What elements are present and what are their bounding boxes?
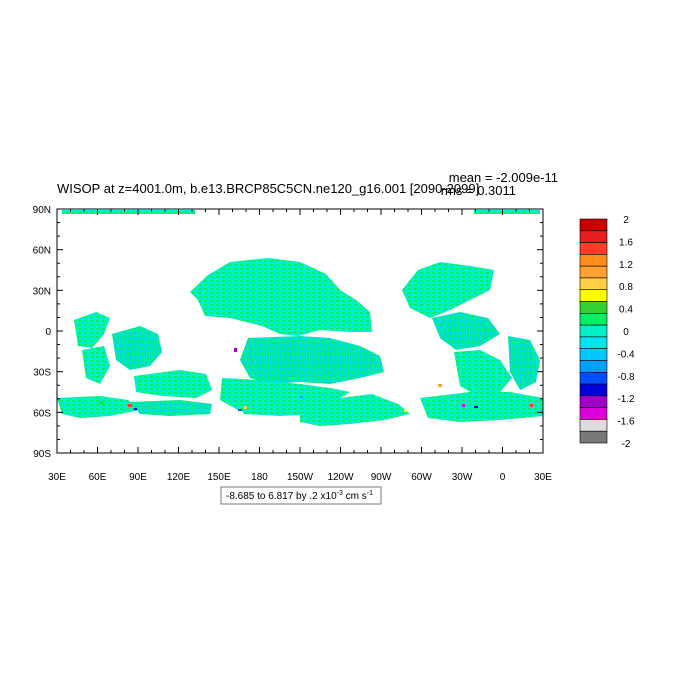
field-region-southern-ocean-mid [130, 400, 212, 416]
field-region-arctic-west [62, 210, 195, 214]
lat-label: 30S [33, 368, 51, 379]
field-region-north-pacific [190, 258, 372, 336]
lon-label: 120W [327, 472, 354, 483]
field-region-central-pacific [240, 336, 384, 384]
lat-label: 60S [33, 408, 51, 419]
colorbar-swatch [579, 371, 608, 385]
lon-label: 60E [89, 472, 107, 483]
colorbar-label: 0.4 [619, 305, 633, 316]
lon-tick-labels: 30E 60E 90E 120E 150E 180 150W 120W 90W 60W 30W 0 30… [48, 472, 552, 483]
lon-label: 60W [411, 472, 432, 483]
lon-label: 120E [167, 472, 191, 483]
info-unit: cm s [343, 491, 367, 502]
lat-label: 60N [33, 246, 51, 257]
field-region-indian-ocean [112, 326, 162, 370]
colorbar-swatch [579, 218, 608, 232]
lon-label: 30E [534, 472, 552, 483]
info-prefix: -8.685 to 6.817 by .2 x10 [226, 491, 337, 502]
lon-label: 90E [129, 472, 147, 483]
colorbar-labels: 2 1.6 1.2 0.8 0.4 0 -0.4 -0.8 -1.2 -1.6 -2 [617, 215, 635, 450]
colorbar-label: 0 [623, 327, 629, 338]
svg-text:-8.685 to 6.817 by .2 x10-3 cm: -8.685 to 6.817 by .2 x10-3 cm s-1 [226, 490, 373, 502]
colorbar-swatch [579, 324, 608, 338]
field-region-tropical-atlantic [432, 312, 500, 350]
lon-label: 90W [371, 472, 392, 483]
colorbar-swatch [579, 419, 608, 432]
colorbar-swatch [579, 313, 608, 326]
lon-label: 150W [287, 472, 314, 483]
colorbar-label: -0.4 [617, 349, 635, 360]
lon-label: 30W [452, 472, 473, 483]
colorbar-label: 1.6 [619, 237, 633, 248]
lon-label: 180 [251, 472, 268, 483]
colorbar-swatch [579, 395, 608, 408]
lon-label: 30E [48, 472, 66, 483]
colorbar-swatch [579, 348, 608, 361]
colorbar-label: 1.2 [619, 260, 633, 271]
lon-label: 150E [207, 472, 231, 483]
lat-tick-labels: 90N 60N 30N 0 30S 60S 90S [33, 205, 52, 460]
rms-label: rms = 0.3011 [441, 183, 516, 198]
colorbar [579, 218, 608, 444]
colorbar-swatch [579, 265, 608, 279]
field-region-southern-ocean-atlantic [420, 392, 543, 422]
info-unit-exp: -1 [367, 490, 373, 497]
lat-label: 90N [33, 205, 51, 216]
field-region-arctic-east [474, 210, 540, 214]
colorbar-swatch [579, 430, 608, 444]
colorbar-swatch [579, 289, 608, 302]
colorbar-label: 2 [623, 215, 629, 226]
field-extremes [100, 348, 533, 412]
field-region-southern-ocean-west [57, 396, 140, 418]
plot-title: WISOP at z=4001.0m, b.e13.BRCP85C5CN.ne1… [57, 181, 479, 196]
colorbar-swatch [579, 254, 608, 267]
colorbar-label: -1.6 [617, 417, 635, 428]
field-region-north-atlantic [402, 262, 494, 318]
colorbar-swatch [579, 301, 608, 314]
colorbar-label: -0.8 [617, 372, 635, 383]
info-exponent: -3 [337, 490, 343, 497]
field-region-west-indian [82, 346, 110, 384]
lat-label: 0 [45, 327, 51, 338]
map-ticks [56, 208, 544, 454]
colorbar-swatch [579, 277, 608, 291]
field-region-south-atlantic [454, 350, 512, 396]
lon-label: 0 [500, 472, 506, 483]
field-region-south-america-west [300, 394, 410, 426]
colorbar-label: -2 [622, 439, 631, 450]
map-field [57, 209, 543, 453]
mean-label: mean = -2.009e-11 [449, 170, 558, 185]
field-region-south-indian [134, 370, 212, 398]
colorbar-swatch [579, 230, 608, 243]
field-region-east-atlantic [508, 336, 540, 390]
field-region-southern-ocean-pacific [236, 400, 320, 416]
lat-label: 30N [33, 286, 51, 297]
colorbar-swatch [579, 407, 608, 420]
colorbar-swatch [579, 336, 608, 349]
contour-info-box: -8.685 to 6.817 by .2 x10-3 cm s-1 [220, 486, 382, 505]
field-region-arabian-sea [74, 312, 110, 348]
colorbar-label: -1.2 [617, 394, 635, 405]
colorbar-swatch [579, 383, 608, 397]
colorbar-swatch [579, 360, 608, 373]
colorbar-swatch [579, 242, 608, 255]
colorbar-label: 0.8 [619, 282, 633, 293]
lat-label: 90S [33, 449, 51, 460]
